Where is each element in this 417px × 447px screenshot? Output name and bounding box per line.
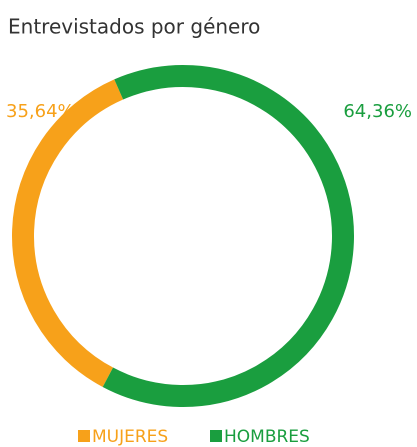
- legend-swatch: [78, 430, 90, 442]
- value-label: 64,36%: [343, 101, 412, 122]
- legend-label: HOMBRES: [224, 427, 310, 447]
- value-label: 35,64%: [6, 101, 75, 122]
- donut-segment: [12, 79, 124, 387]
- legend-label: MUJERES: [92, 427, 168, 447]
- legend-swatch: [210, 430, 222, 442]
- donut-segment: [102, 65, 354, 407]
- chart-title: Entrevistados por género: [8, 15, 260, 39]
